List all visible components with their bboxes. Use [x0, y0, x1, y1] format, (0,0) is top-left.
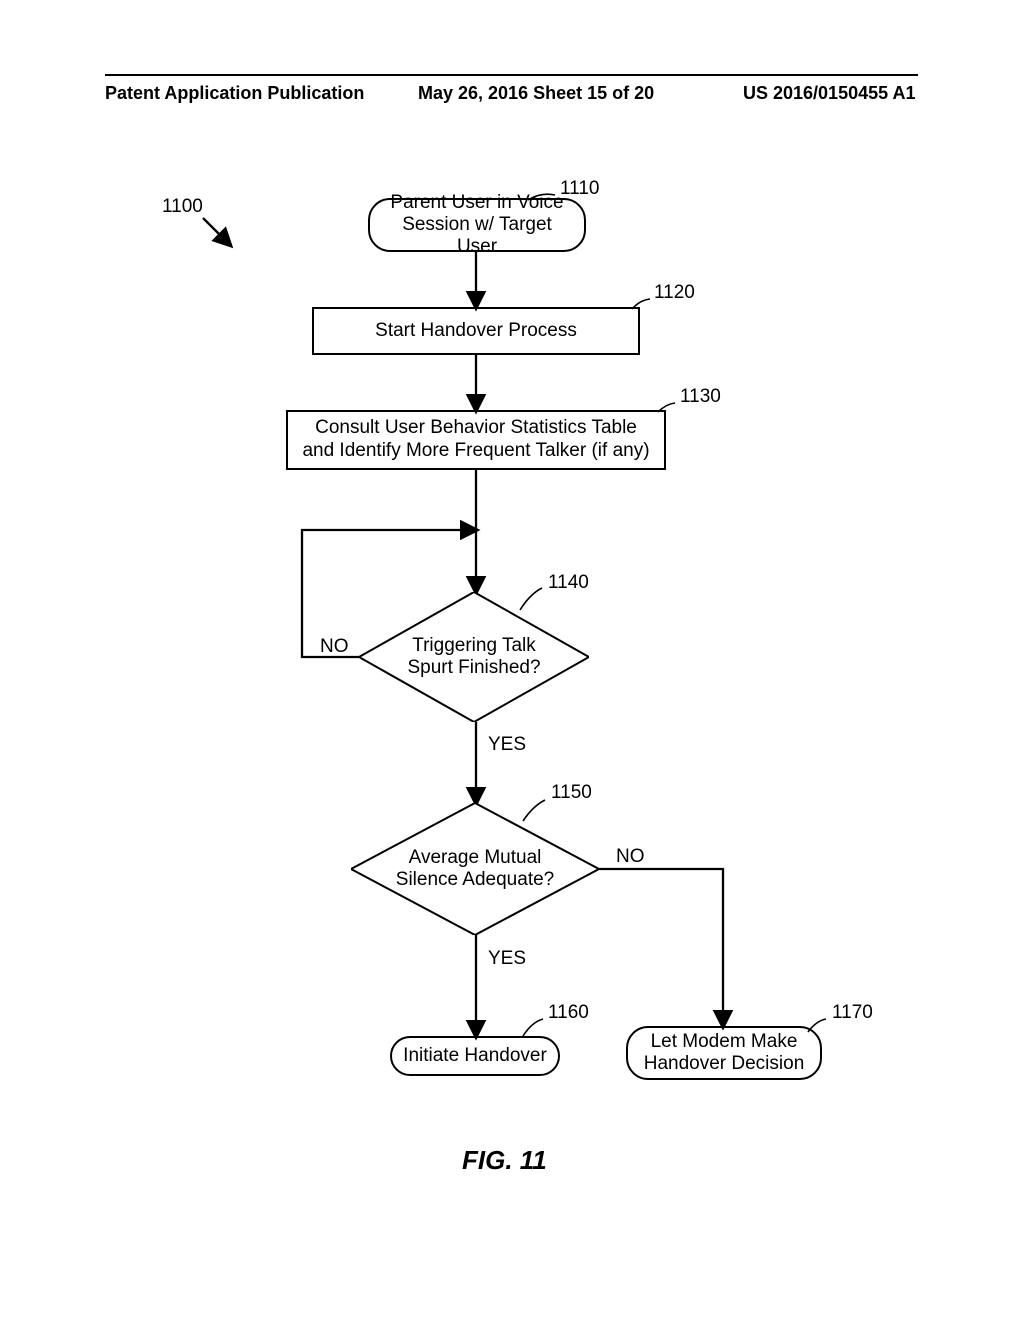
ref-1160: 1160: [548, 1002, 589, 1024]
ref-1170: 1170: [832, 1002, 873, 1024]
ref-1130: 1130: [680, 386, 721, 408]
ref-1100: 1100: [162, 196, 203, 218]
page: Patent Application Publication May 26, 2…: [0, 0, 1024, 1320]
node-1140-label: Triggering TalkSpurt Finished?: [407, 635, 540, 679]
node-1120-label: Start Handover Process: [375, 320, 577, 343]
node-1170: Let Modem MakeHandover Decision: [626, 1026, 822, 1080]
node-1150: Average MutualSilence Adequate?: [351, 803, 599, 935]
node-1130: Consult User Behavior Statistics Tablean…: [286, 410, 666, 470]
node-1120: Start Handover Process: [312, 307, 640, 355]
ref-1150: 1150: [551, 782, 592, 804]
ref-1120: 1120: [654, 282, 695, 304]
figure-caption: FIG. 11: [462, 1145, 547, 1176]
header-right: US 2016/0150455 A1: [743, 83, 915, 104]
ref-1140: 1140: [548, 572, 589, 594]
node-1170-label: Let Modem MakeHandover Decision: [644, 1031, 805, 1075]
node-1160-label: Initiate Handover: [403, 1045, 547, 1067]
node-1140: Triggering TalkSpurt Finished?: [359, 592, 589, 722]
edge-label-no-1150: NO: [616, 846, 645, 868]
edge-label-no-1140: NO: [320, 636, 349, 658]
node-1130-label: Consult User Behavior Statistics Tablean…: [302, 417, 649, 463]
edge-label-yes-1140: YES: [488, 734, 526, 756]
node-1110-label: Parent User in VoiceSession w/ Target Us…: [380, 192, 574, 258]
header-rule: [105, 74, 918, 76]
header-center: May 26, 2016 Sheet 15 of 20: [418, 83, 654, 104]
edge-label-yes-1150: YES: [488, 948, 526, 970]
header-left: Patent Application Publication: [105, 83, 364, 104]
node-1110: Parent User in VoiceSession w/ Target Us…: [368, 198, 586, 252]
node-1150-label: Average MutualSilence Adequate?: [396, 847, 554, 891]
node-1160: Initiate Handover: [390, 1036, 560, 1076]
